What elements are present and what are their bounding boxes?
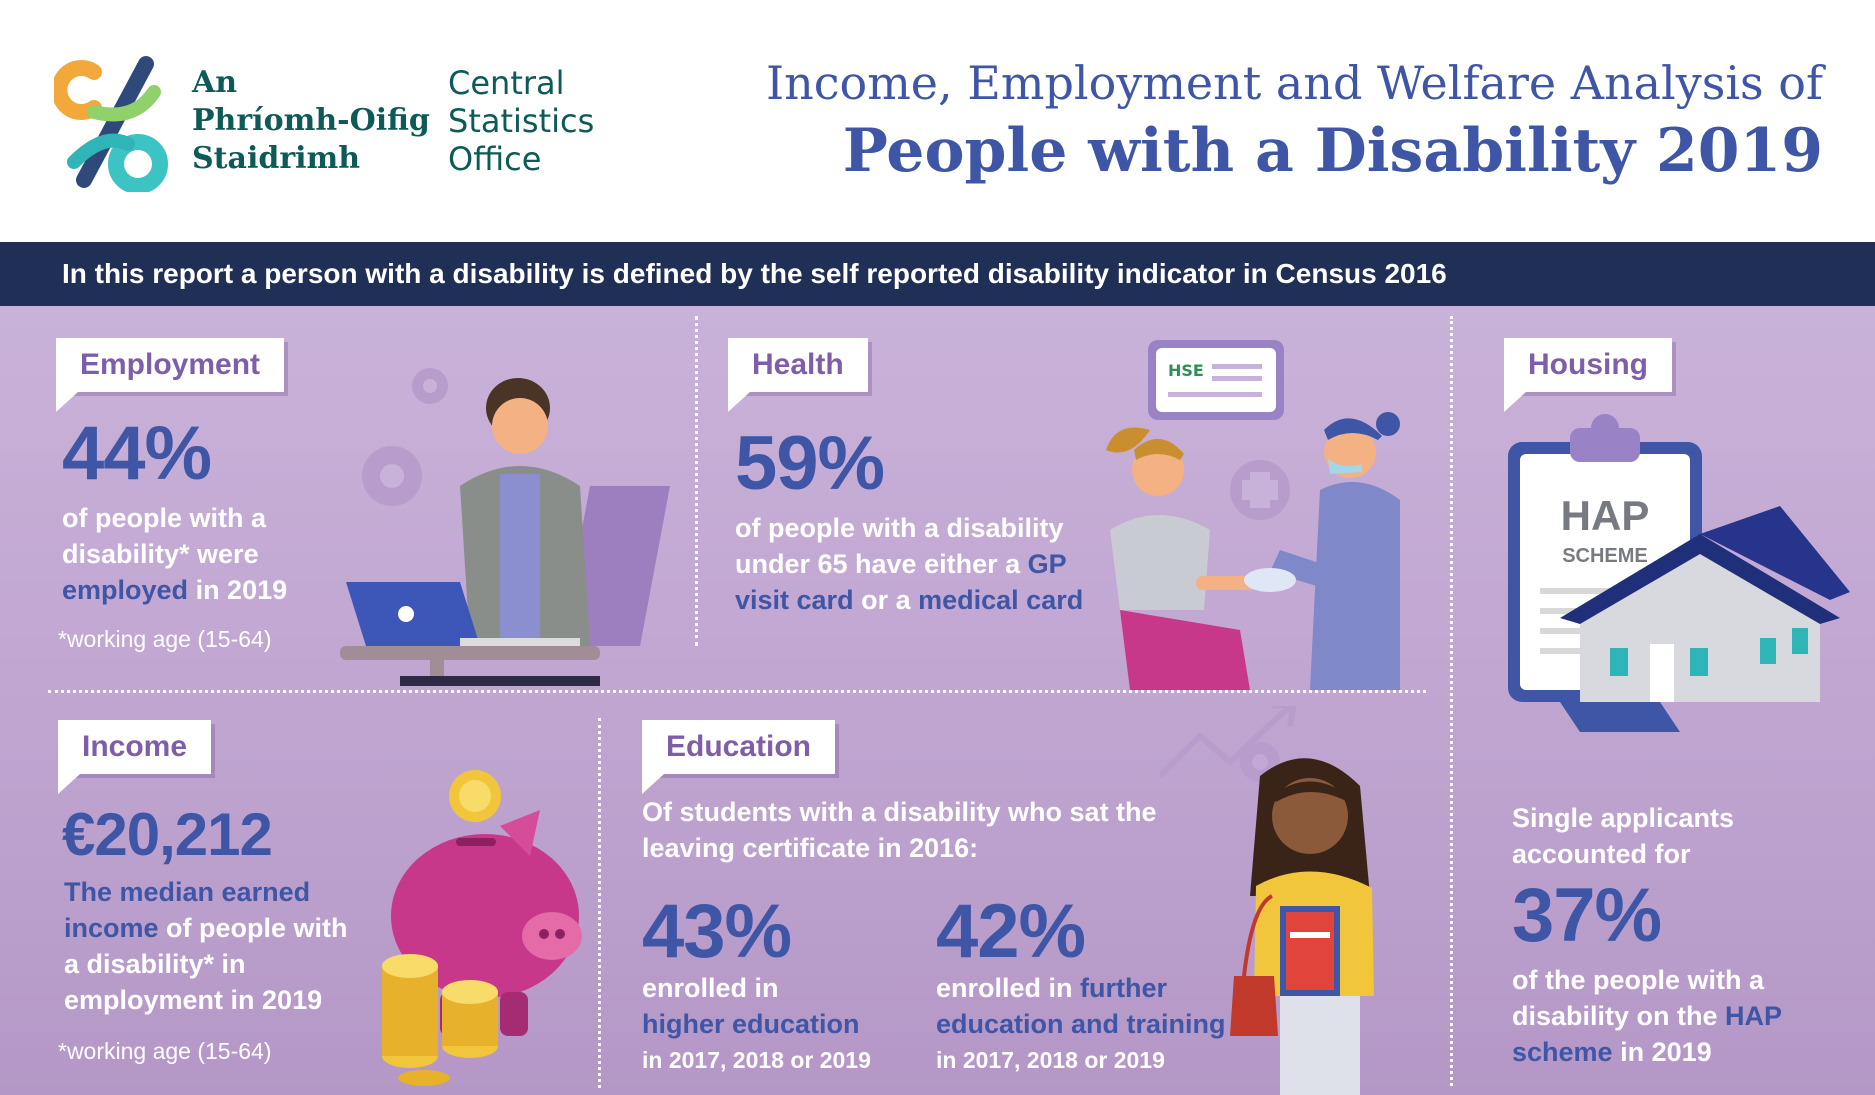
banner-text: In this report a person with a disabilit… — [62, 258, 1447, 289]
education-stat1-a: enrolled in — [642, 973, 779, 1003]
education-stat1: 43% — [642, 889, 792, 974]
housing-text-b: of the people with a disability on the — [1512, 965, 1765, 1031]
hap-subtitle: SCHEME — [1562, 545, 1648, 567]
house-icon — [1560, 506, 1850, 732]
housing-text-highlight: HAP scheme — [1512, 1001, 1782, 1067]
logo-irish-line: Staidrimh — [192, 141, 361, 176]
nurse-icon — [1244, 412, 1400, 690]
hap-title: HAP — [1561, 492, 1650, 539]
hap-illustration: HAP SCHEME — [1508, 414, 1850, 732]
medical-cross-icon — [1230, 460, 1290, 520]
logo-irish-name: An Phríomh-Oifig Staidrimh — [192, 64, 430, 178]
health-text-a: of people with a disability under 65 hav… — [735, 513, 1064, 579]
hse-card-logo: HSE — [1168, 361, 1204, 380]
education-stat2: 42% — [936, 889, 1086, 974]
housing-stat: 37% — [1512, 873, 1662, 958]
health-text-highlight-gp: GP visit card — [735, 549, 1067, 615]
employment-note: *working age (15-64) — [58, 626, 272, 652]
hse-card-icon: HSE — [1148, 340, 1284, 420]
income-stat: €20,212 — [62, 801, 273, 868]
income-heading: Income — [58, 720, 212, 794]
housing-text-a: Single applicants accounted for — [1512, 803, 1735, 869]
employment-text-b: in 2019 — [195, 575, 288, 605]
employment-text: of people with a disability* were employ… — [62, 500, 362, 608]
piggy-bank-illustration — [382, 770, 582, 1086]
housing-text-c: in 2019 — [1620, 1037, 1712, 1067]
definition-banner: In this report a person with a disabilit… — [0, 242, 1875, 306]
student-icon — [1230, 758, 1374, 1095]
logo-english-line: Office — [448, 140, 542, 178]
infographic-body: Employment 44% of people with a disabili… — [0, 306, 1875, 1095]
divider-vertical — [598, 718, 601, 1088]
education-stat2-highlight: further education and training — [936, 973, 1226, 1039]
csso-logo-icon — [54, 56, 168, 192]
employment-stat: 44% — [62, 411, 212, 496]
laptop-worker-icon — [340, 368, 670, 686]
health-text: of people with a disability under 65 hav… — [735, 510, 1105, 618]
divider-horizontal — [48, 690, 1426, 693]
health-illustration: HSE — [1106, 340, 1400, 690]
education-illustration — [1160, 706, 1374, 1095]
health-text-highlight-medical: medical card — [918, 585, 1084, 615]
patient-icon — [1106, 427, 1266, 690]
title-line1: Income, Employment and Welfare Analysis … — [765, 56, 1823, 110]
coins-icon — [382, 770, 501, 1086]
trend-arrow-icon — [1160, 706, 1297, 782]
income-note: *working age (15-64) — [58, 1038, 272, 1064]
income-text-a: of people with a disability* in employme… — [64, 913, 348, 1015]
health-heading: Health — [728, 338, 868, 412]
health-stat: 59% — [735, 421, 885, 506]
education-heading: Education — [642, 720, 836, 794]
logo-english-line: Central — [448, 64, 565, 102]
education-stat1-highlight: higher education — [642, 1009, 860, 1039]
header: An Phríomh-Oifig Staidrimh Central Stati… — [0, 0, 1875, 242]
education-stat1-text: enrolled in higher education in 2017, 20… — [642, 970, 912, 1078]
employment-heading: Employment — [56, 338, 285, 412]
title-line2: People with a Disability 2019 — [842, 116, 1823, 186]
logo-irish-line: An — [192, 65, 238, 100]
logo-irish-line: Phríomh-Oifig — [192, 103, 430, 138]
income-text: The median earned income of people with … — [64, 874, 364, 1018]
employment-text-a: of people with a disability* were — [62, 503, 267, 569]
education-stat2-b: in 2017, 2018 or 2019 — [936, 1047, 1165, 1073]
employment-text-highlight: employed — [62, 575, 189, 605]
education-stat2-a: enrolled in — [936, 973, 1073, 1003]
education-intro: Of students with a disability who sat th… — [642, 797, 1157, 863]
housing-text: of the people with a disability on the H… — [1512, 962, 1832, 1070]
education-stat2-text: enrolled in further education and traini… — [936, 970, 1266, 1078]
logo-english-name: Central Statistics Office — [448, 64, 594, 178]
education-stat1-b: in 2017, 2018 or 2019 — [642, 1047, 871, 1073]
logo-english-line: Statistics — [448, 102, 595, 140]
health-text-b: or a — [861, 585, 911, 615]
income-text-highlight: The median earned income — [64, 877, 311, 943]
housing-heading: Housing — [1504, 338, 1672, 412]
divider-vertical — [1450, 316, 1453, 1086]
divider-vertical — [695, 316, 698, 646]
